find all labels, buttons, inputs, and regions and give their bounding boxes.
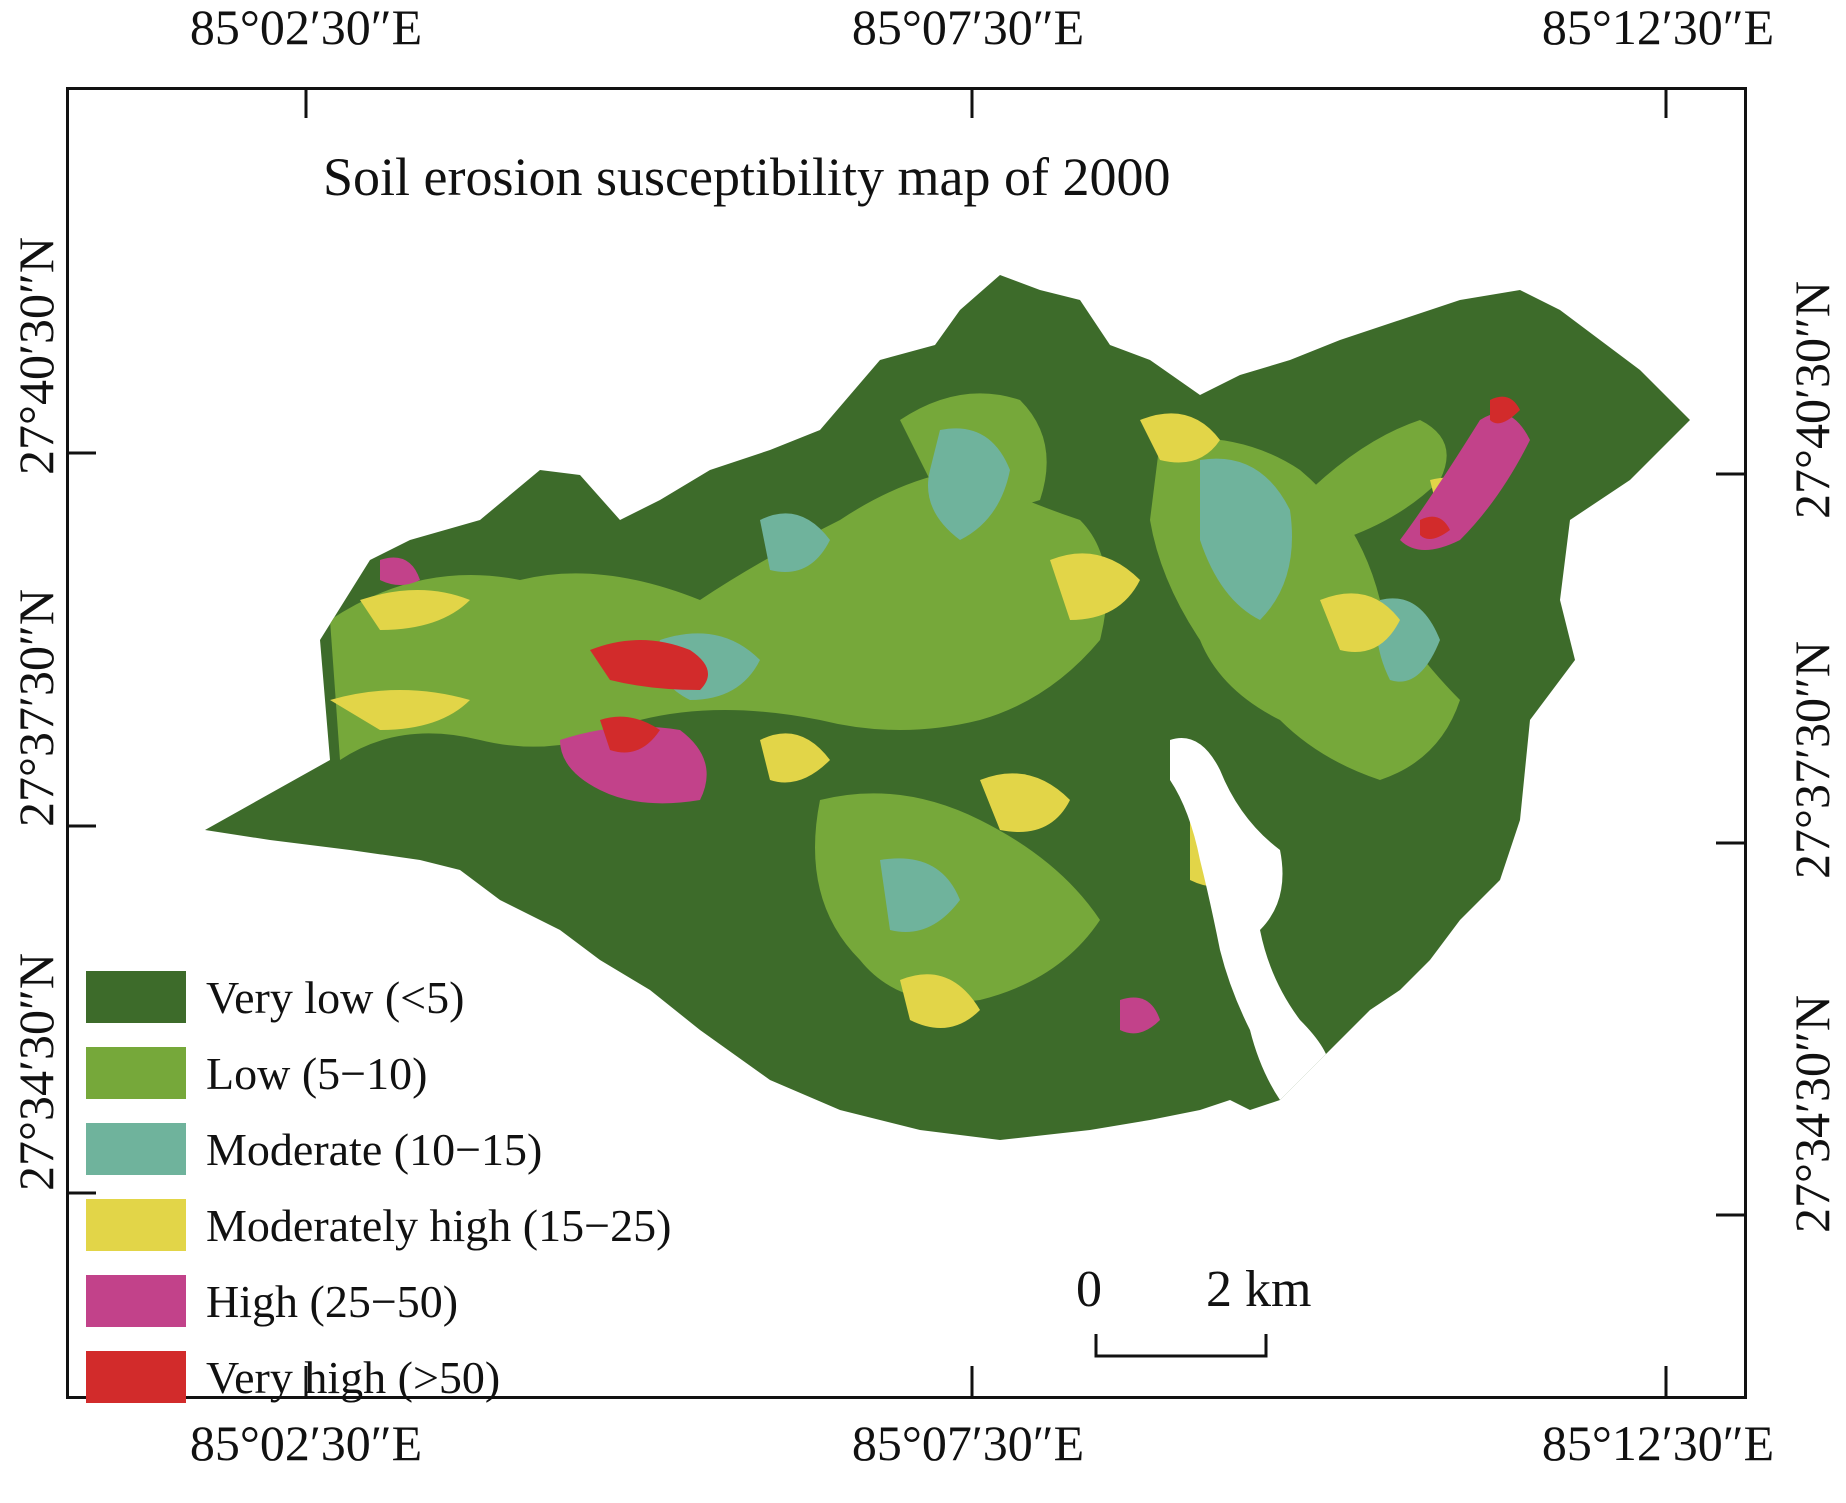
- scale-start-label: 0: [1076, 1261, 1102, 1318]
- reservoir: [1170, 738, 1330, 1100]
- top-longitude-label-2: 85°07′30″E: [851, 0, 1085, 55]
- map-title: Soil erosion susceptibility map of 2000: [323, 147, 1171, 207]
- class-very-high-zones: [590, 396, 1520, 753]
- legend-item-moderate: Moderate (10−15): [86, 1120, 542, 1178]
- legend-label-high: High (25−50): [206, 1275, 459, 1327]
- bottom-longitude-label-3: 85°12′30″E: [1541, 1415, 1775, 1471]
- legend-label-moderately-high: Moderately high (15−25): [206, 1199, 672, 1251]
- legend-item-high: High (25−50): [86, 1272, 458, 1330]
- scale-end-label: 2 km: [1206, 1261, 1312, 1318]
- legend-swatch-very-high: [86, 1351, 186, 1403]
- legend-item-very-low: Very low (<5): [86, 968, 464, 1026]
- map-frame: [66, 87, 1747, 1399]
- legend-item-very-high: Very high (>50): [86, 1348, 500, 1406]
- frame-tick-marks: [67, 88, 1747, 1398]
- top-longitude-label-3: 85°12′30″E: [1541, 0, 1775, 55]
- legend-item-low: Low (5−10): [86, 1044, 427, 1102]
- scale-bar: [1094, 1334, 1268, 1358]
- legend-swatch-high: [86, 1275, 186, 1327]
- bottom-longitude-label-2: 85°07′30″E: [851, 1415, 1085, 1471]
- legend-swatch-low: [86, 1047, 186, 1099]
- legend-label-very-low: Very low (<5): [206, 971, 465, 1023]
- legend-swatch-moderately-high: [86, 1199, 186, 1251]
- class-moderate-zones: [658, 428, 1440, 932]
- class-high-zones: [380, 413, 1530, 1034]
- legend-swatch-moderate: [86, 1123, 186, 1175]
- susceptibility-classes: [330, 393, 1530, 1100]
- legend-swatch-very-low: [86, 971, 186, 1023]
- bottom-longitude-label-1: 85°02′30″E: [189, 1415, 423, 1471]
- legend-label-very-high: Very high (>50): [206, 1351, 501, 1403]
- legend-item-moderately-high: Moderately high (15−25): [86, 1196, 671, 1254]
- legend-label-moderate: Moderate (10−15): [206, 1123, 543, 1175]
- legend-label-low: Low (5−10): [206, 1047, 428, 1099]
- top-longitude-label-1: 85°02′30″E: [189, 0, 423, 55]
